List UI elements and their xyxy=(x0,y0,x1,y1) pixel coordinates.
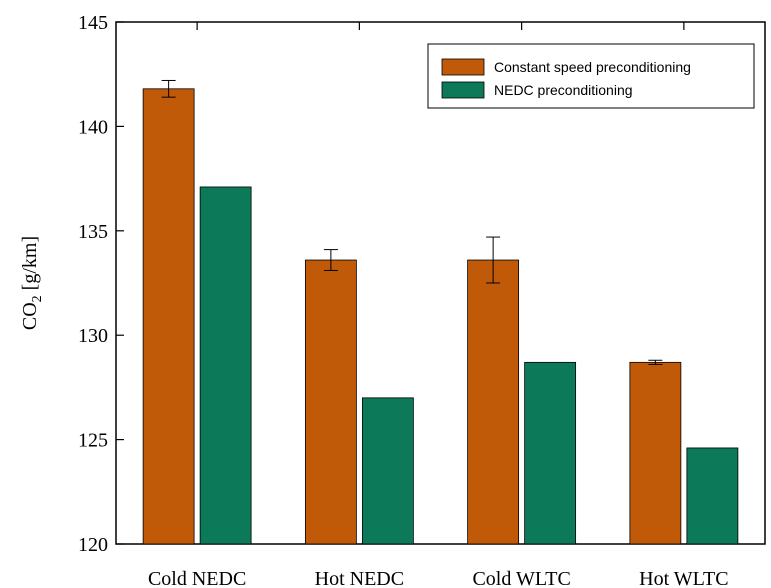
bar-constant-speed-hot-wltc xyxy=(629,361,682,545)
legend-label-nedc: NEDC preconditioning xyxy=(494,82,633,98)
y-tick-label: 120 xyxy=(78,534,108,556)
bar-nedc-cold-nedc xyxy=(199,186,252,545)
y-axis-title-unit: [g/km] xyxy=(19,236,41,295)
legend-box xyxy=(427,43,755,109)
y-axis-title-main: CO xyxy=(19,302,41,330)
y-tick-label: 140 xyxy=(78,116,108,138)
x-tick-label: Hot NEDC xyxy=(315,568,404,588)
bars-layer xyxy=(142,88,739,545)
bar-constant-speed-hot-nedc xyxy=(304,259,357,545)
x-tick-label: Cold NEDC xyxy=(148,568,246,588)
x-tick-label: Hot WLTC xyxy=(639,568,728,588)
y-axis: 120 125 130 135 140 145 xyxy=(78,12,124,556)
bar-nedc-cold-wltc xyxy=(524,361,577,545)
bar-constant-speed-cold-nedc xyxy=(142,88,195,545)
bar-constant-speed-cold-wltc xyxy=(467,259,520,545)
x-axis: Cold NEDC Hot NEDC Cold WLTC Hot WLTC xyxy=(148,22,729,588)
y-axis-title-subscript: 2 xyxy=(30,295,45,302)
bar-nedc-hot-wltc xyxy=(686,447,739,545)
y-tick-label: 130 xyxy=(78,325,108,347)
legend-swatch-nedc xyxy=(441,81,485,99)
x-tick-label: Cold WLTC xyxy=(472,568,570,588)
legend-label-constant-speed: Constant speed preconditioning xyxy=(494,59,691,75)
y-tick-label: 145 xyxy=(78,12,108,34)
error-bars-layer xyxy=(161,79,663,365)
y-tick-label: 125 xyxy=(78,430,108,452)
y-tick-label: 135 xyxy=(78,221,108,243)
bar-nedc-hot-nedc xyxy=(361,397,414,545)
legend: Constant speed preconditioning NEDC prec… xyxy=(427,43,755,109)
legend-swatch-constant-speed xyxy=(441,58,485,76)
y-axis-title: CO2 [g/km] xyxy=(19,236,45,330)
